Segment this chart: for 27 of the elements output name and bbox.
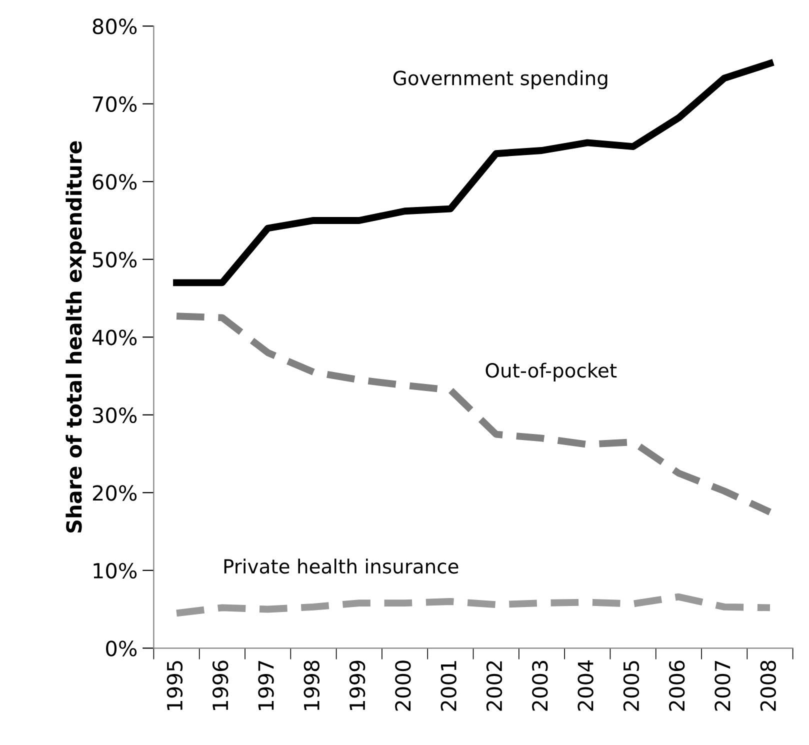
y-tick-label: 80% xyxy=(92,18,137,34)
y-tick-label: 40% xyxy=(92,330,137,346)
y-axis-title: Share of total health expenditure xyxy=(66,141,86,532)
x-tick-label: 2007 xyxy=(714,661,730,711)
y-tick-label: 30% xyxy=(93,407,137,424)
y-tick-label: 10% xyxy=(94,562,137,579)
y-tick-label: 20% xyxy=(92,485,137,501)
x-tick-label: 1997 xyxy=(258,661,274,710)
y-tick-label: 70% xyxy=(93,96,137,112)
x-tick-label: 1998 xyxy=(304,660,320,710)
x-tick-label: 2001 xyxy=(440,661,456,711)
series-label: Out-of-pocket xyxy=(486,362,617,382)
x-tick-label: 2006 xyxy=(668,660,685,711)
x-tick-label: 2003 xyxy=(532,660,548,711)
x-tick-label: 2002 xyxy=(486,661,502,711)
y-tick-label: 50% xyxy=(93,252,137,268)
x-tick-label: 1996 xyxy=(212,660,228,710)
y-tick-label: 0% xyxy=(106,640,137,656)
text: Government spending xyxy=(393,70,608,90)
x-tick-label: 1995 xyxy=(166,661,183,710)
x-tick-label: 2004 xyxy=(578,660,594,711)
x-tick-label: 2000 xyxy=(395,660,411,711)
series-label: Private health insurance xyxy=(224,558,458,574)
x-tick-label: 2008 xyxy=(760,660,776,711)
x-tick-label: 2005 xyxy=(623,661,640,711)
x-tick-label: 1999 xyxy=(349,660,366,710)
y-tick-label: 60% xyxy=(92,174,137,190)
